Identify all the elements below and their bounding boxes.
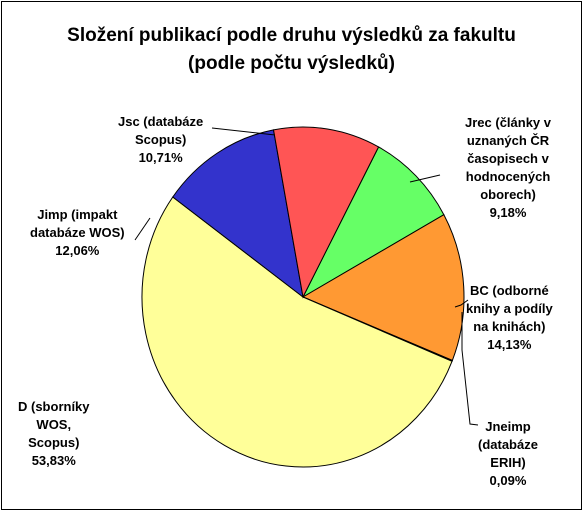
label-jneimp: Jneimp (databáze ERIH) 0,09%: [478, 418, 538, 490]
chart-title-line2: (podle počtu výsledků): [188, 53, 395, 74]
label-d-line1: D (sborníky: [18, 399, 90, 414]
label-jrec-line2: uznaných ČR: [466, 133, 550, 148]
label-bc: BC (odborné knihy a podíly na knihách) 1…: [466, 282, 553, 354]
label-jimp-value: 12,06%: [55, 243, 100, 258]
label-jrec-line1: Jrec (články v: [465, 115, 552, 130]
label-jrec-line5: oborech): [480, 187, 536, 202]
label-jrec-line3: časopisech v: [467, 151, 549, 166]
label-jrec: Jrec (články v uznaných ČR časopisech v …: [465, 114, 551, 222]
label-jneimp-value: 0,09%: [489, 473, 527, 488]
label-jneimp-line1: Jneimp: [485, 419, 531, 434]
label-jneimp-line3: ERIH): [490, 455, 526, 470]
label-jsc-value: 10,71%: [138, 150, 183, 165]
slice-jsc: [272, 126, 380, 299]
label-bc-line2: knihy a podíly: [466, 301, 553, 316]
label-jsc: Jsc (databáze Scopus) 10,71%: [118, 113, 203, 167]
label-jimp-line1: Jimp (impakt: [37, 207, 118, 222]
leader-jimp: [134, 217, 151, 241]
label-jsc-line2: Scopus): [134, 132, 187, 147]
label-d-value: 53,83%: [31, 453, 76, 468]
slice-jrec: [301, 146, 445, 299]
label-d: D (sborníky WOS, Scopus) 53,83%: [18, 398, 90, 470]
label-jrec-value: 9,18%: [489, 205, 527, 220]
chart-title: Složení publikací podle druhu výsledků z…: [0, 22, 583, 78]
label-bc-value: 14,13%: [487, 337, 532, 352]
label-jimp-line2: databáze WOS): [30, 225, 125, 240]
label-jsc-line1: Jsc (databáze: [118, 114, 204, 129]
leader-jsc: [211, 127, 276, 136]
slice-bc: [301, 214, 465, 362]
label-d-line3: Scopus): [28, 435, 80, 450]
label-d-line2: WOS,: [36, 417, 72, 432]
label-bc-line1: BC (odborné: [469, 283, 549, 298]
slice-d: [141, 196, 453, 468]
label-bc-line3: na knihách): [473, 319, 546, 334]
leader-jneimp: [461, 312, 479, 426]
label-jneimp-line2: (databáze: [478, 437, 538, 452]
label-jimp: Jimp (impakt databáze WOS) 12,06%: [30, 206, 125, 260]
label-jrec-line4: hodnocených: [465, 169, 551, 184]
leader-jrec: [409, 174, 441, 183]
slice-jimp: [172, 129, 304, 299]
leader-bc: [454, 299, 469, 308]
chart-title-line1: Složení publikací podle druhu výsledků z…: [67, 25, 516, 46]
